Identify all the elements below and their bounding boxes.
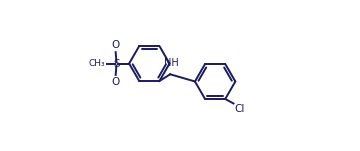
Text: CH₃: CH₃ xyxy=(89,59,105,68)
Text: S: S xyxy=(113,59,120,69)
Text: Cl: Cl xyxy=(234,104,244,114)
Text: O: O xyxy=(112,77,120,87)
Text: O: O xyxy=(112,40,120,50)
Text: NH: NH xyxy=(163,58,178,68)
